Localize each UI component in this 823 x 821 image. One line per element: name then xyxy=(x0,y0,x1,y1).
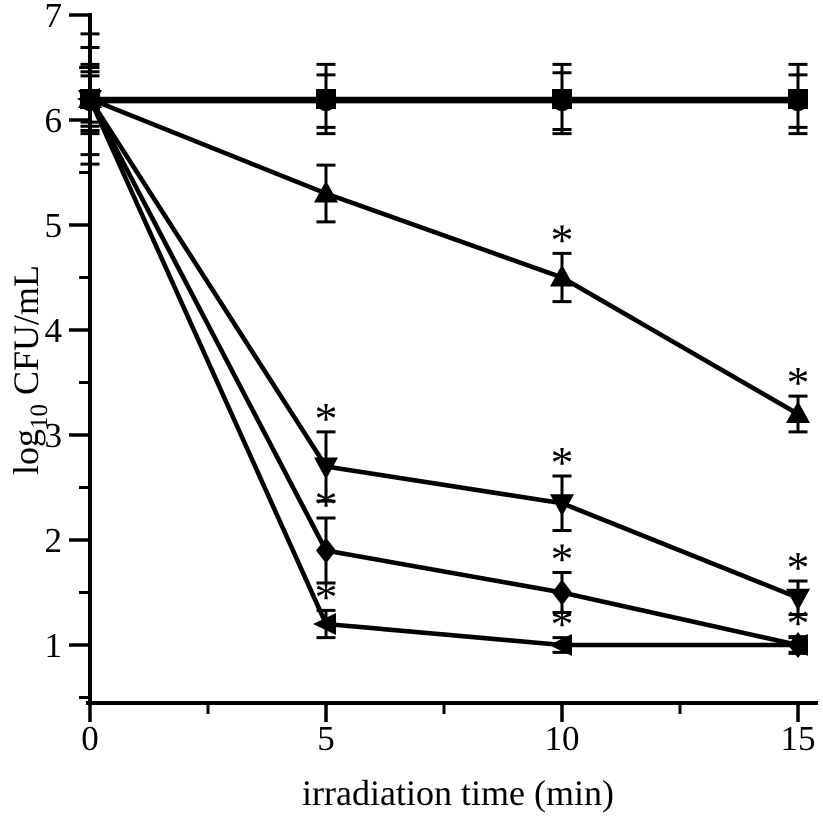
significance-asterisk: * xyxy=(315,393,338,444)
left-triangle-series-marker-triangle-left xyxy=(785,634,808,656)
up-triangle-series-marker-triangle-up xyxy=(314,180,338,203)
up-triangle-series: ** xyxy=(78,62,810,434)
down-triangle-series: * * * xyxy=(78,66,810,617)
left-triangle-series-line xyxy=(87,98,798,648)
down-triangle-series-line xyxy=(88,97,799,600)
x-axis-label: irradiation time (min) xyxy=(302,773,614,813)
down-triangle-series-marker-triangle-down xyxy=(550,494,574,517)
up-triangle-series-marker-triangle-up xyxy=(550,264,574,287)
significance-asterisk: * xyxy=(787,542,810,593)
significance-asterisk: * xyxy=(551,437,574,488)
left-triangle-series-marker-triangle-left xyxy=(77,88,100,110)
y-axis-label-suffix: CFU/mL xyxy=(6,265,46,404)
left-triangle-series: ** xyxy=(77,74,808,656)
diamond-series-marker-diamond xyxy=(316,537,336,564)
significance-asterisk: * xyxy=(787,598,810,649)
diamond-series-marker-diamond xyxy=(552,579,572,606)
y-tick-label: 2 xyxy=(45,521,63,560)
down-triangle-series-marker-triangle-down xyxy=(314,457,338,480)
y-tick-label: 7 xyxy=(45,0,63,35)
significance-asterisk: * xyxy=(551,599,574,650)
x-tick-label: 5 xyxy=(317,719,335,758)
diamond-series: *** xyxy=(80,70,810,658)
y-tick-label: 3 xyxy=(45,416,63,455)
flat-control-square xyxy=(80,32,808,166)
down-triangle-series-marker-triangle-down xyxy=(786,588,810,611)
y-tick-label: 5 xyxy=(45,206,63,245)
left-triangle-series-marker-triangle-left xyxy=(549,634,572,656)
y-tick-label: 4 xyxy=(45,311,63,350)
y-tick-label: 1 xyxy=(45,626,63,665)
significance-asterisk: * xyxy=(315,571,338,622)
y-tick-label: 6 xyxy=(45,101,63,140)
left-triangle-series-marker-triangle-left xyxy=(313,613,336,635)
y-axis-label: log10 CFU/mL xyxy=(6,265,53,475)
y-axis-label-prefix: log xyxy=(6,429,46,475)
flat-control-square-marker-square xyxy=(316,89,336,109)
up-triangle-series-marker-triangle-up xyxy=(786,401,810,423)
flat-control-square-marker-square xyxy=(552,89,572,109)
significance-asterisk: * xyxy=(551,214,574,265)
flat-control-square-marker-square xyxy=(788,89,808,109)
data-series: ********** xyxy=(77,32,810,658)
x-tick-label: 15 xyxy=(781,719,816,758)
y-axis-label-subscript: 10 xyxy=(26,404,53,429)
significance-asterisk: * xyxy=(787,357,810,408)
x-tick-label: 10 xyxy=(545,719,580,758)
up-triangle-series-line xyxy=(89,96,800,416)
x-tick-label: 0 xyxy=(81,719,99,758)
diamond-series-line xyxy=(87,97,799,648)
significance-asterisk: * xyxy=(551,534,574,585)
significance-asterisk: * xyxy=(315,479,338,530)
